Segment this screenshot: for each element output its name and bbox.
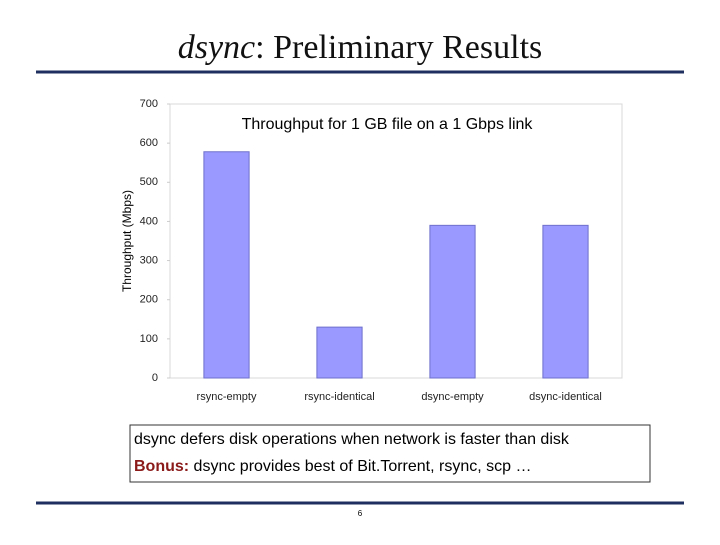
bar xyxy=(203,151,250,379)
caption-text: dsync provides best of Bit.Torrent, rsyn… xyxy=(189,458,531,475)
slide-title: dsync: Preliminary Results xyxy=(178,29,543,66)
y-tick-label: 600 xyxy=(140,137,158,149)
bar xyxy=(542,224,589,379)
x-tick-label: rsync-identical xyxy=(304,391,374,403)
page-number: 6 xyxy=(358,509,363,518)
caption-line: dsync defers disk operations when networ… xyxy=(134,431,570,448)
bonus-label: Bonus: xyxy=(134,458,189,475)
y-tick-label: 700 xyxy=(140,98,158,110)
x-tick-label: rsync-empty xyxy=(197,391,257,403)
caption-line: Bonus: dsync provides best of Bit.Torren… xyxy=(134,458,531,475)
bar xyxy=(316,326,363,379)
bar xyxy=(429,224,476,379)
caption-box xyxy=(129,424,651,483)
chart-title: Throughput for 1 GB file on a 1 Gbps lin… xyxy=(242,116,534,133)
title-italic: dsync xyxy=(178,29,255,66)
title-rest: : Preliminary Results xyxy=(255,29,542,66)
y-tick-label: 300 xyxy=(140,254,158,266)
y-tick-label: 500 xyxy=(140,176,158,188)
y-tick-label: 0 xyxy=(152,372,158,384)
y-tick-label: 100 xyxy=(140,333,158,345)
y-tick-label: 400 xyxy=(140,215,158,227)
y-tick-label: 200 xyxy=(140,294,158,306)
x-tick-label: dsync-empty xyxy=(421,391,484,403)
y-axis-label: Throughput (Mbps) xyxy=(120,190,134,292)
x-tick-label: dsync-identical xyxy=(529,391,602,403)
